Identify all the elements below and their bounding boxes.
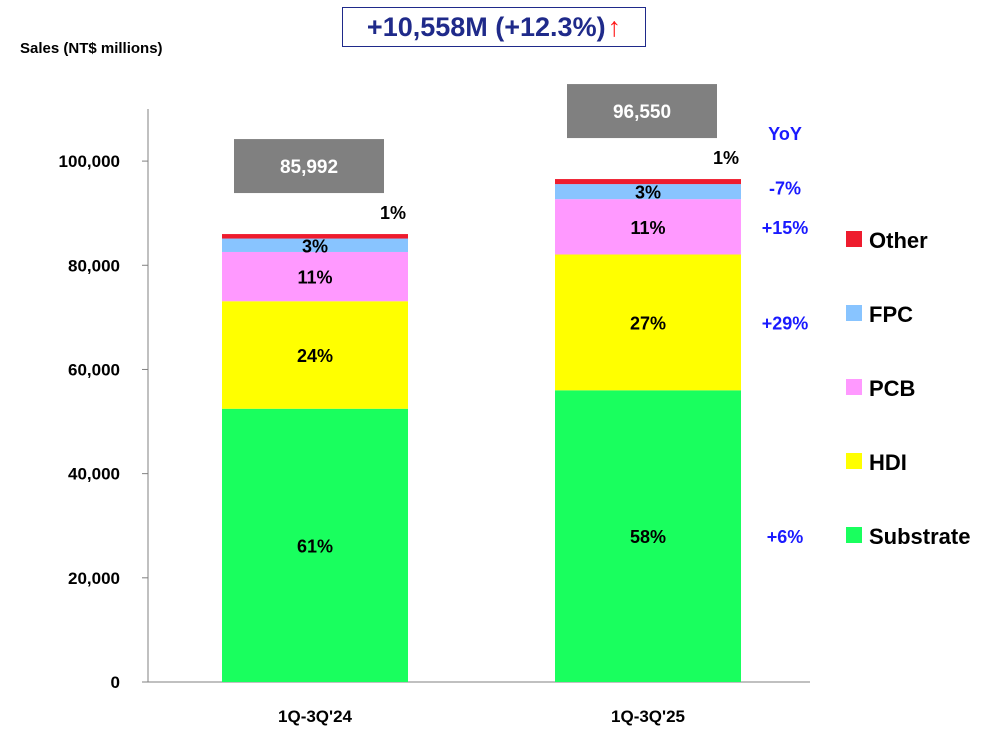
- segment-label-pcb-2: 11%: [630, 218, 665, 238]
- total-label-2: 96,550: [613, 102, 671, 123]
- y-tick-label: 20,000: [68, 569, 120, 588]
- segment-label-other-2: 1%: [713, 148, 739, 168]
- bar-segment-hdi-1: [222, 301, 408, 409]
- total-box-2: [567, 84, 717, 139]
- yoy-value-hdi: +29%: [762, 313, 809, 333]
- y-tick-label: 0: [111, 673, 120, 692]
- legend-label-substrate: Substrate: [869, 524, 970, 549]
- segment-label-fpc-1: 3%: [302, 236, 328, 256]
- bar-segment-fpc-1: [222, 238, 408, 252]
- segment-label-other-1: 1%: [380, 203, 406, 223]
- y-tick-label: 60,000: [68, 360, 120, 379]
- bar-segment-substrate-2: [555, 390, 741, 682]
- segment-label-substrate-2: 58%: [630, 527, 666, 547]
- bar-segment-pcb-2: [555, 199, 741, 255]
- y-tick-label: 80,000: [68, 256, 120, 275]
- bar-segment-other-2: [555, 179, 741, 185]
- legend-swatch-other: [846, 231, 862, 247]
- yoy-title: YoY: [768, 124, 802, 144]
- segment-label-fpc-2: 3%: [635, 183, 661, 203]
- legend-swatch-substrate: [846, 527, 862, 543]
- segment-label-pcb-1: 11%: [297, 268, 332, 288]
- growth-headline: +10,558M (+12.3%) ↑: [342, 7, 646, 47]
- legend-label-fpc: FPC: [869, 302, 913, 327]
- y-axis-label: Sales (NT$ millions): [20, 40, 163, 57]
- total-label-1: 85,992: [280, 157, 338, 178]
- yoy-value-pcb: +15%: [762, 218, 809, 238]
- legend-label-pcb: PCB: [869, 376, 915, 401]
- segment-label-hdi-1: 24%: [297, 346, 333, 366]
- bar-segment-substrate-1: [222, 408, 408, 682]
- legend-swatch-fpc: [846, 305, 862, 321]
- y-tick-label: 40,000: [68, 465, 120, 484]
- legend-label-hdi: HDI: [869, 450, 907, 475]
- segment-label-hdi-2: 27%: [630, 313, 666, 333]
- yoy-value-substrate: +6%: [767, 527, 804, 547]
- legend-label-other: Other: [869, 228, 928, 253]
- yoy-value-fpc: -7%: [769, 179, 801, 199]
- y-tick-label: 100,000: [59, 152, 120, 171]
- x-category-label-2: 1Q-3Q'25: [611, 707, 685, 726]
- up-arrow-icon: ↑: [607, 11, 622, 42]
- x-category-label-1: 1Q-3Q'24: [278, 707, 353, 726]
- bar-segment-fpc-2: [555, 184, 741, 200]
- legend-swatch-hdi: [846, 453, 862, 469]
- bar-segment-pcb-1: [222, 251, 408, 302]
- bar-segment-other-1: [222, 234, 408, 239]
- segment-label-substrate-1: 61%: [297, 536, 333, 556]
- bar-segment-hdi-2: [555, 254, 741, 391]
- growth-headline-text: +10,558M (+12.3%): [366, 11, 606, 42]
- total-box-1: [234, 139, 384, 194]
- legend-swatch-pcb: [846, 379, 862, 395]
